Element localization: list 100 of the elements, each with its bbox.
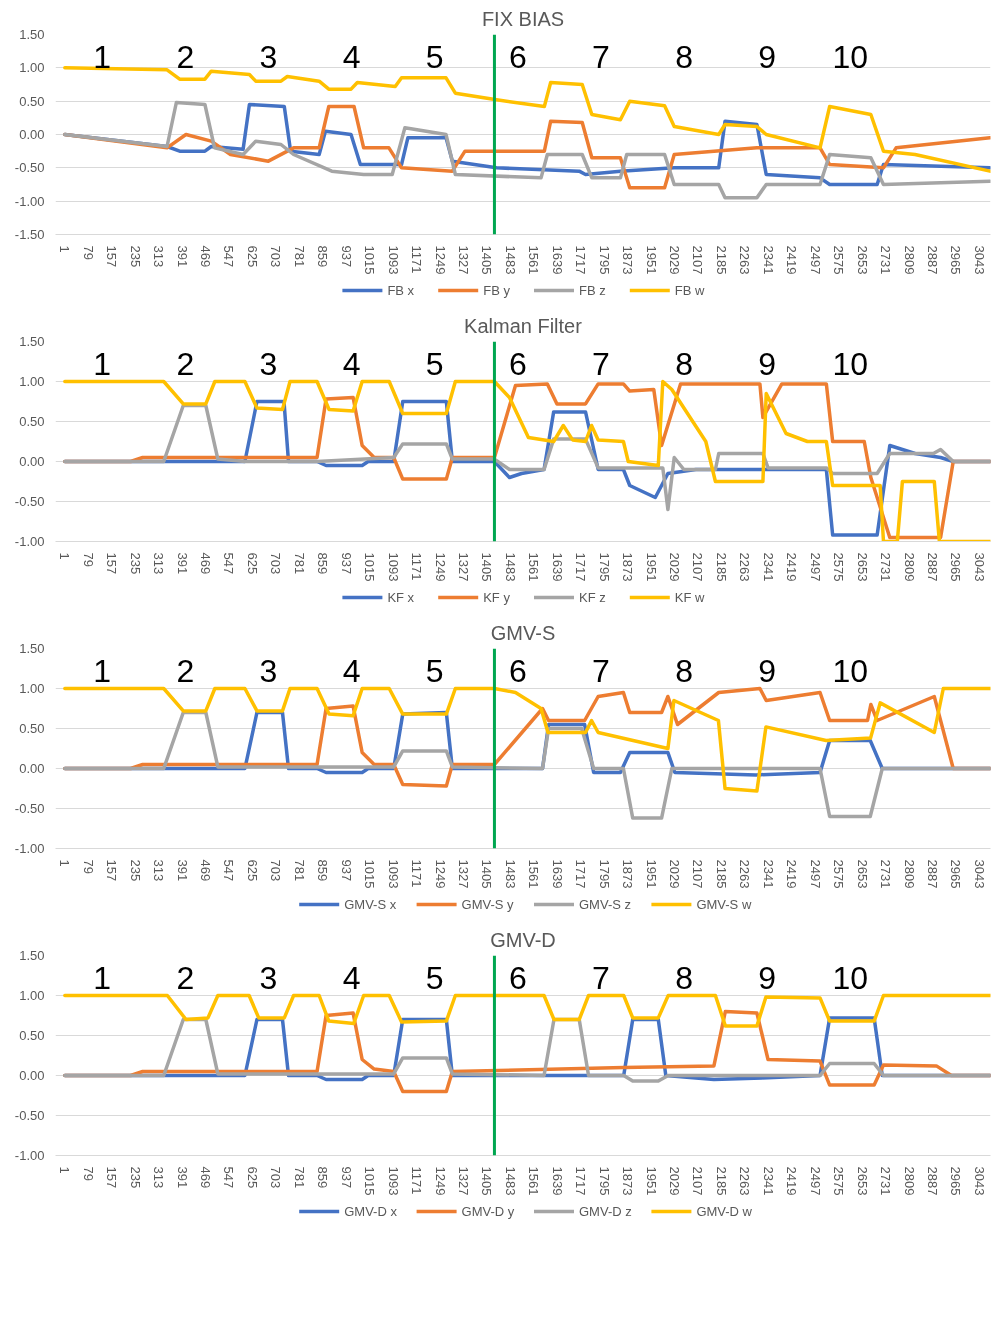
x-tick-label: 2185 bbox=[713, 552, 729, 582]
x-tick-label: 1093 bbox=[385, 552, 401, 582]
x-tick-label: 937 bbox=[338, 245, 354, 268]
x-tick-label: 859 bbox=[315, 552, 331, 575]
annotation: 5 bbox=[425, 345, 444, 382]
x-tick-label: 2575 bbox=[831, 245, 847, 275]
x-tick-label: 1873 bbox=[620, 245, 636, 275]
x-tick-label: 1795 bbox=[596, 552, 612, 582]
x-tick-label: 157 bbox=[104, 1166, 120, 1189]
x-tick-label: 703 bbox=[268, 859, 284, 882]
x-tick-label: 2029 bbox=[667, 859, 683, 889]
x-tick-label: 781 bbox=[291, 1166, 307, 1189]
annotation: 5 bbox=[425, 959, 444, 996]
x-tick-label: 1795 bbox=[596, 859, 612, 889]
x-tick-label: 2107 bbox=[690, 1166, 706, 1196]
x-tick-label: 2653 bbox=[854, 1166, 870, 1196]
x-tick-label: 1 bbox=[57, 859, 73, 867]
x-tick-label: 79 bbox=[80, 1166, 96, 1181]
x-tick-label: 2887 bbox=[924, 859, 940, 889]
x-tick-label: 391 bbox=[174, 245, 190, 268]
x-tick-label: 2575 bbox=[831, 859, 847, 889]
annotation: 3 bbox=[259, 38, 278, 75]
y-tick-label: 1.50 bbox=[19, 948, 45, 963]
annotation: 9 bbox=[758, 38, 777, 75]
annotation: 6 bbox=[508, 345, 527, 382]
x-tick-label: 2107 bbox=[690, 552, 706, 582]
x-tick-label: 391 bbox=[174, 859, 190, 882]
x-tick-label: 2029 bbox=[667, 1166, 683, 1196]
x-tick-label: 1561 bbox=[526, 859, 542, 889]
x-tick-label: 2887 bbox=[924, 245, 940, 275]
chart-title: Kalman Filter bbox=[464, 314, 583, 337]
x-tick-label: 1 bbox=[57, 552, 73, 560]
legend-label: KF y bbox=[483, 590, 511, 605]
x-tick-label: 1093 bbox=[385, 1166, 401, 1196]
x-tick-label: 2887 bbox=[924, 552, 940, 582]
annotation: 3 bbox=[259, 652, 278, 689]
y-tick-label: 1.50 bbox=[19, 334, 45, 349]
y-tick-label: -1.00 bbox=[14, 841, 45, 856]
x-tick-label: 235 bbox=[127, 552, 143, 575]
annotation: 1 bbox=[93, 345, 112, 382]
legend-label: GMV-S z bbox=[579, 897, 632, 912]
y-tick-label: -0.50 bbox=[14, 160, 45, 176]
annotation: 2 bbox=[176, 652, 195, 689]
annotation: 2 bbox=[176, 345, 195, 382]
x-tick-label: 1561 bbox=[526, 245, 542, 275]
x-tick-label: 469 bbox=[198, 1166, 214, 1189]
x-tick-label: 79 bbox=[80, 859, 96, 874]
x-tick-label: 2965 bbox=[948, 859, 964, 889]
x-tick-label: 1483 bbox=[502, 552, 518, 582]
annotation: 10 bbox=[832, 959, 869, 996]
x-tick-label: 2107 bbox=[690, 859, 706, 889]
x-tick-label: 2809 bbox=[901, 552, 917, 582]
x-tick-label: 625 bbox=[244, 245, 260, 268]
x-tick-label: 79 bbox=[80, 245, 96, 260]
x-tick-label: 1483 bbox=[502, 859, 518, 889]
x-tick-label: 391 bbox=[174, 1166, 190, 1189]
x-tick-label: 625 bbox=[244, 552, 260, 575]
legend-label: GMV-D z bbox=[579, 1204, 632, 1219]
annotation: 7 bbox=[592, 345, 610, 382]
annotation: 10 bbox=[832, 652, 869, 689]
x-tick-label: 1015 bbox=[362, 552, 378, 582]
x-tick-label: 1249 bbox=[432, 1166, 448, 1196]
x-tick-label: 1249 bbox=[432, 245, 448, 275]
x-tick-label: 1015 bbox=[362, 1166, 378, 1196]
x-tick-label: 1717 bbox=[573, 859, 589, 889]
x-tick-label: 1405 bbox=[479, 859, 495, 889]
x-tick-label: 1171 bbox=[409, 245, 425, 274]
x-tick-label: 2185 bbox=[713, 245, 729, 275]
annotation: 4 bbox=[342, 959, 361, 996]
x-tick-label: 313 bbox=[151, 1166, 167, 1189]
x-tick-label: 1951 bbox=[643, 1166, 659, 1196]
annotation: 8 bbox=[675, 959, 693, 996]
x-tick-label: 1249 bbox=[432, 552, 448, 582]
annotation: 9 bbox=[758, 959, 777, 996]
x-tick-label: 1951 bbox=[643, 245, 659, 275]
legend-label: GMV-S x bbox=[344, 897, 397, 912]
x-tick-label: 2653 bbox=[854, 552, 870, 582]
x-tick-label: 1327 bbox=[455, 552, 471, 582]
legend-label: KF w bbox=[674, 590, 706, 605]
x-tick-label: 703 bbox=[268, 245, 284, 268]
annotation: 6 bbox=[508, 38, 527, 75]
x-tick-label: 2419 bbox=[784, 859, 800, 889]
x-tick-label: 2497 bbox=[807, 552, 823, 582]
x-tick-label: 2419 bbox=[784, 1166, 800, 1196]
x-tick-label: 2263 bbox=[737, 552, 753, 582]
legend-label: GMV-D w bbox=[696, 1204, 753, 1219]
x-tick-label: 1327 bbox=[455, 1166, 471, 1196]
x-tick-label: 2341 bbox=[760, 859, 776, 889]
x-tick-label: 313 bbox=[151, 245, 167, 268]
x-tick-label: 2341 bbox=[760, 245, 776, 275]
annotation: 5 bbox=[425, 38, 444, 75]
annotation: 1 bbox=[93, 38, 112, 75]
x-tick-label: 1405 bbox=[479, 245, 495, 275]
y-tick-label: -1.50 bbox=[14, 227, 45, 242]
x-tick-label: 703 bbox=[268, 1166, 284, 1189]
x-tick-label: 2731 bbox=[878, 1166, 894, 1196]
x-tick-label: 937 bbox=[338, 552, 354, 575]
x-tick-label: 2575 bbox=[831, 552, 847, 582]
x-tick-label: 1405 bbox=[479, 552, 495, 582]
x-tick-label: 2653 bbox=[854, 245, 870, 275]
